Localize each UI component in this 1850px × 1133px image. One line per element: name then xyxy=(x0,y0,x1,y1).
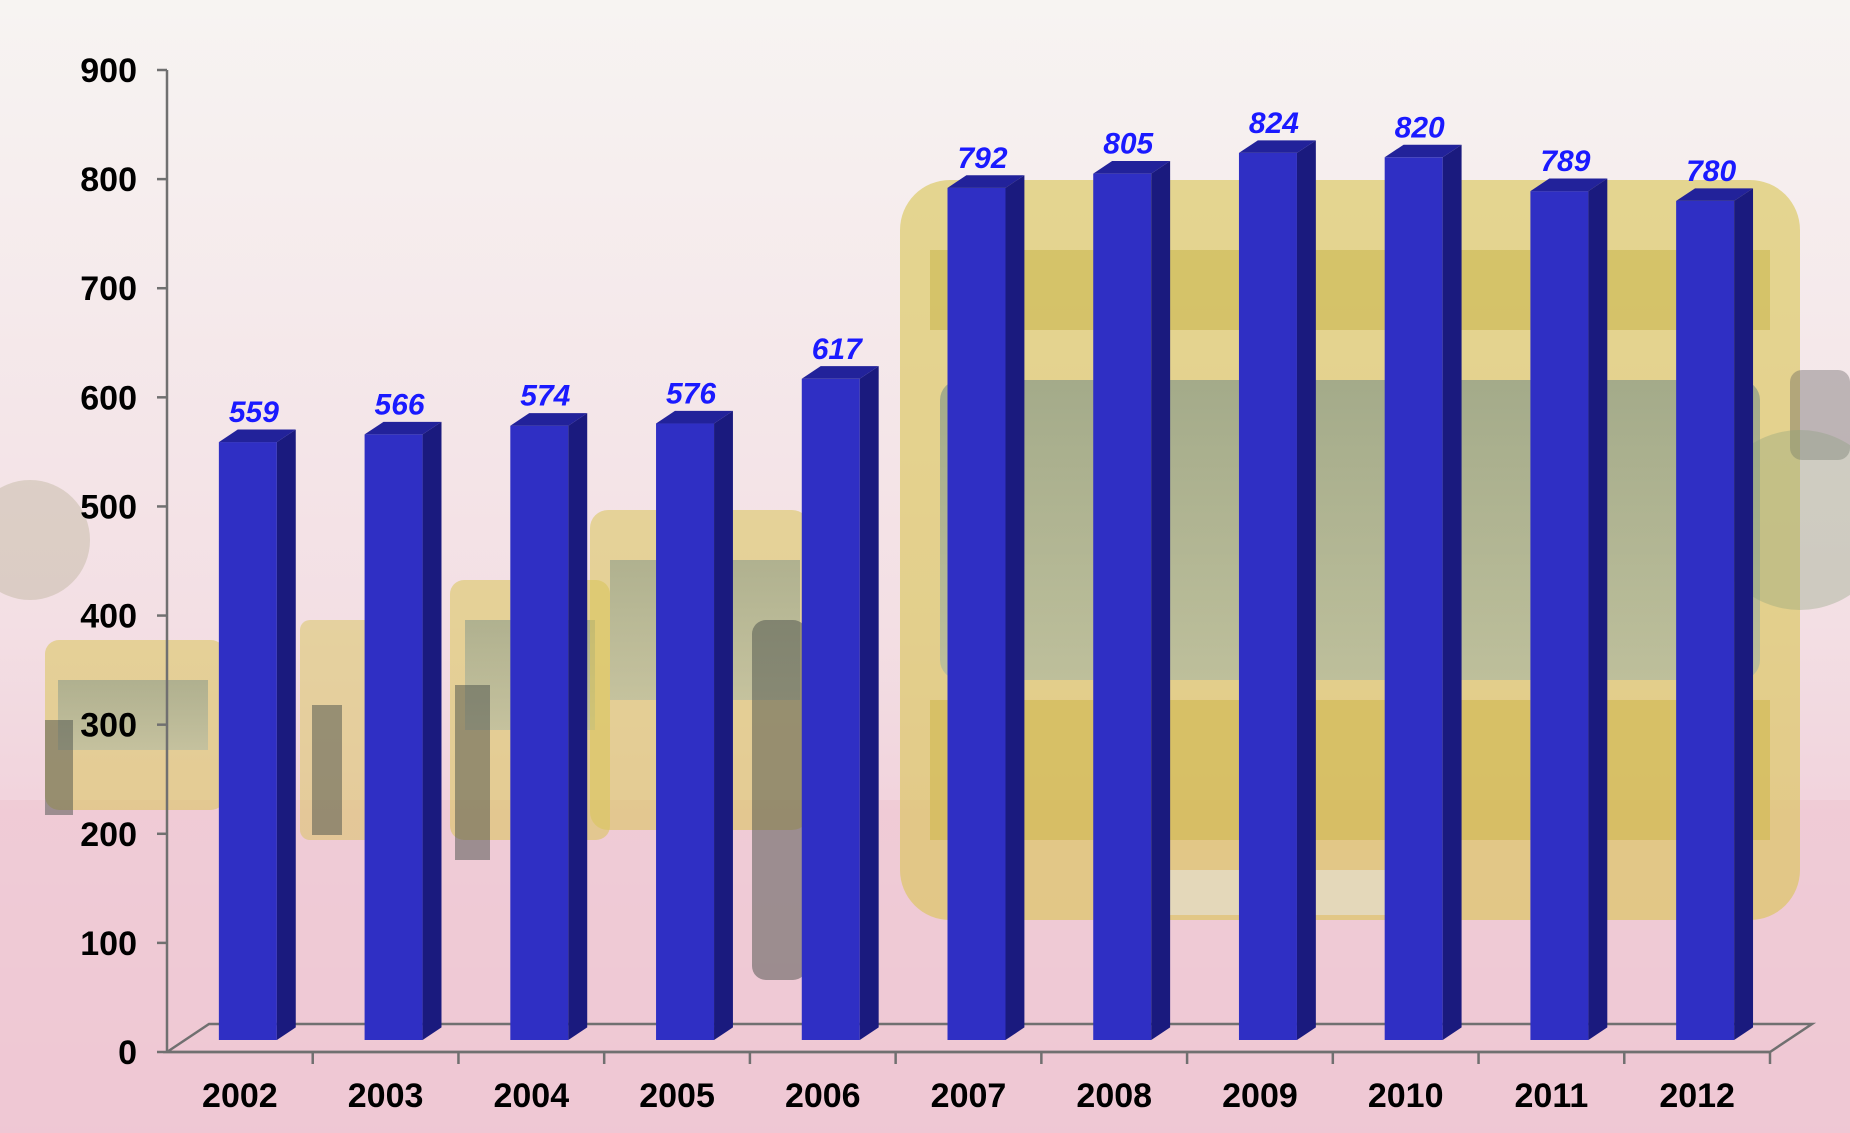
y-tick-label: 400 xyxy=(80,598,137,636)
x-tick-label: 2003 xyxy=(348,1077,424,1115)
data-label: 805 xyxy=(1103,128,1154,161)
data-labels: 559 566 574 576 617 792 805 824 820 789 780 xyxy=(229,107,1737,429)
bar-front xyxy=(801,378,860,1041)
y-tick-label: 100 xyxy=(80,925,137,963)
bar xyxy=(364,421,442,1040)
bar-top xyxy=(801,366,879,379)
data-label: 820 xyxy=(1395,111,1445,144)
bar xyxy=(1238,140,1316,1040)
bar-side xyxy=(568,413,588,1040)
bar-side xyxy=(859,366,879,1040)
bar-top xyxy=(1093,161,1171,174)
bar-side xyxy=(422,421,442,1040)
y-tick-label: 900 xyxy=(80,52,137,90)
bar-front xyxy=(1093,173,1152,1041)
y-tick-label: 300 xyxy=(80,707,137,745)
x-tick-label: 2009 xyxy=(1222,1077,1298,1115)
bar-top xyxy=(364,421,442,435)
data-label: 559 xyxy=(229,396,279,429)
bar-side xyxy=(1151,161,1171,1041)
bar-top xyxy=(1238,140,1316,153)
bar xyxy=(218,429,296,1041)
data-label: 574 xyxy=(520,380,570,413)
chart-floor-plane xyxy=(162,1022,1817,1054)
bar xyxy=(1530,178,1608,1041)
bar-top xyxy=(947,175,1025,188)
data-label: 617 xyxy=(812,333,863,366)
bar xyxy=(801,366,879,1041)
bar-front xyxy=(1238,152,1297,1040)
x-tick-label: 2011 xyxy=(1515,1077,1589,1115)
x-tick-label: 2010 xyxy=(1368,1077,1444,1115)
y-tick-label: 600 xyxy=(80,379,137,417)
bar-top xyxy=(1676,188,1754,201)
x-tick-label: 2002 xyxy=(202,1077,278,1115)
bar-front xyxy=(1530,191,1589,1040)
x-tick-label: 2008 xyxy=(1076,1077,1152,1115)
bar-side xyxy=(1005,175,1025,1041)
x-tick-label: 2005 xyxy=(639,1077,715,1115)
bar-series xyxy=(218,140,1754,1041)
bar-front xyxy=(1676,200,1735,1040)
bar-side xyxy=(276,429,296,1041)
y-tick-label: 200 xyxy=(80,816,137,854)
bar-top xyxy=(1530,178,1608,192)
x-tick-label: 2012 xyxy=(1659,1077,1735,1115)
data-label: 824 xyxy=(1249,107,1299,140)
bar xyxy=(1676,188,1754,1041)
bar-side xyxy=(714,410,733,1040)
bar-front xyxy=(218,442,277,1041)
data-label: 780 xyxy=(1686,155,1736,188)
chart-floor xyxy=(162,1022,1817,1054)
data-label: 792 xyxy=(957,142,1007,175)
data-label: 789 xyxy=(1540,145,1590,178)
bar-front xyxy=(510,425,569,1040)
bar-side xyxy=(1296,140,1316,1040)
bar-top xyxy=(218,429,296,443)
bar-side xyxy=(1442,144,1462,1040)
y-axis-ticks: 0 100 200 300 400 500 600 700 800 900 xyxy=(80,52,167,1072)
bar xyxy=(947,175,1025,1041)
x-tick-label: 2006 xyxy=(785,1077,861,1115)
bar-front xyxy=(656,423,715,1040)
bar-top xyxy=(510,413,588,426)
bar xyxy=(656,410,733,1040)
x-tick-label: 2004 xyxy=(493,1077,569,1115)
bar-front xyxy=(364,434,423,1040)
x-tick-label: 2007 xyxy=(931,1077,1007,1115)
data-label: 566 xyxy=(375,388,425,421)
x-axis-ticks: 2002 2003 2004 2005 2006 2007 2008 2009 2010 2011… xyxy=(202,1052,1772,1115)
y-tick-label: 0 xyxy=(118,1034,137,1072)
bar-front xyxy=(1384,157,1443,1041)
bar xyxy=(1384,144,1462,1041)
bar-front xyxy=(947,187,1006,1041)
bar-side xyxy=(1588,178,1608,1041)
y-tick-label: 700 xyxy=(80,270,137,308)
bar-top xyxy=(656,410,733,424)
bar-side xyxy=(1734,188,1754,1041)
y-tick-label: 800 xyxy=(80,161,137,199)
bar xyxy=(1093,161,1171,1041)
bar xyxy=(510,413,588,1040)
bar-top xyxy=(1384,144,1462,158)
y-tick-label: 500 xyxy=(80,488,137,526)
data-label: 576 xyxy=(666,378,716,411)
